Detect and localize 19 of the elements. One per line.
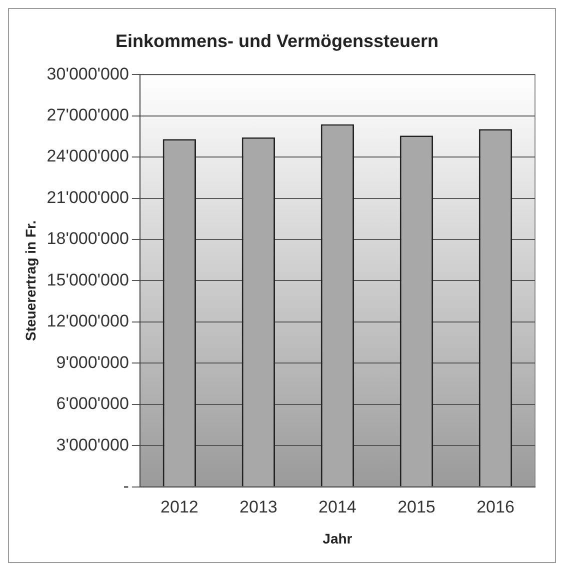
x-tick-label: 2016 [476, 498, 514, 517]
y-tick-label: 6'000'000 [56, 394, 129, 414]
y-tick-label: - [123, 476, 129, 496]
x-tick-label: 2012 [160, 498, 198, 517]
x-axis-title: Jahr [322, 530, 353, 546]
chart-title: Einkommens- und Vermögenssteuern [115, 30, 439, 51]
y-tick-label: 18'000'000 [46, 229, 129, 248]
x-tick-label: 2014 [318, 498, 356, 517]
y-tick-label: 9'000'000 [56, 352, 129, 372]
y-tick-label: 24'000'000 [46, 146, 129, 166]
y-axis-title: Steuerertrag in Fr. [22, 220, 38, 341]
x-tick-label: 2015 [398, 498, 436, 517]
y-tick-label: 21'000'000 [46, 188, 129, 207]
y-tick-label: 27'000'000 [46, 106, 129, 125]
x-tick-label: 2013 [240, 498, 278, 517]
y-tick-label: 15'000'000 [46, 270, 129, 290]
y-tick-label: 3'000'000 [56, 435, 129, 454]
y-tick-label: 12'000'000 [46, 312, 129, 331]
y-tick-label: 30'000'000 [46, 64, 129, 84]
